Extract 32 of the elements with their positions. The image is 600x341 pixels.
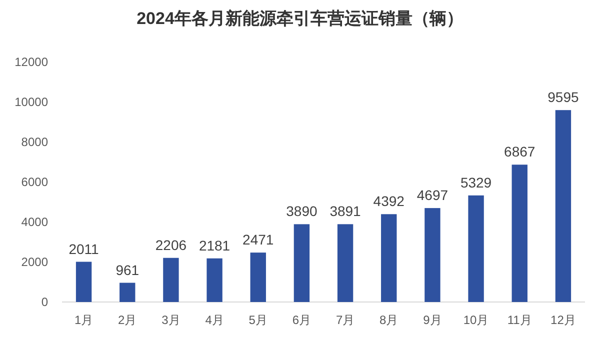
y-tick-label: 2000 (21, 255, 48, 269)
x-tick-label: 9月 (423, 313, 442, 327)
data-label: 5329 (460, 174, 492, 190)
x-tick-label: 2月 (118, 313, 137, 327)
x-tick-label: 8月 (380, 313, 398, 327)
x-tick-label: 11月 (507, 313, 532, 327)
title: 2024年各月新能源牵引车营运证销量（辆） (136, 9, 464, 28)
data-label: 4697 (416, 187, 448, 204)
data-label: 3890 (286, 203, 318, 220)
data-label: 4392 (373, 193, 405, 210)
y-tick-label: 6000 (21, 175, 48, 189)
x-tick-label: 7月 (336, 313, 355, 327)
y-tick-label: 4000 (21, 215, 48, 229)
y-tick-label: 8000 (21, 135, 48, 149)
x-tick-label: 6月 (292, 313, 312, 327)
data-label: 9595 (548, 89, 579, 106)
x-tick-label: 3月 (162, 313, 180, 327)
x-tick-label: 5月 (248, 313, 268, 327)
y-tick-label: 10000 (14, 95, 48, 109)
x-tick-label: 10月 (463, 313, 489, 327)
data-label: 961 (116, 262, 140, 278)
data-label: 2206 (155, 236, 187, 253)
data-label: 2471 (242, 232, 274, 248)
data-label: 6867 (504, 144, 536, 160)
y-tick-label: 0 (41, 295, 48, 309)
x-tick-label: 12月 (550, 313, 576, 327)
x-tick-label: 4月 (205, 313, 224, 327)
y-tick-label: 12000 (14, 55, 48, 69)
data-label: 2181 (198, 237, 230, 254)
data-label: 3891 (330, 203, 362, 220)
data-label: 2011 (68, 240, 100, 257)
x-tick-label: 1月 (74, 313, 94, 327)
